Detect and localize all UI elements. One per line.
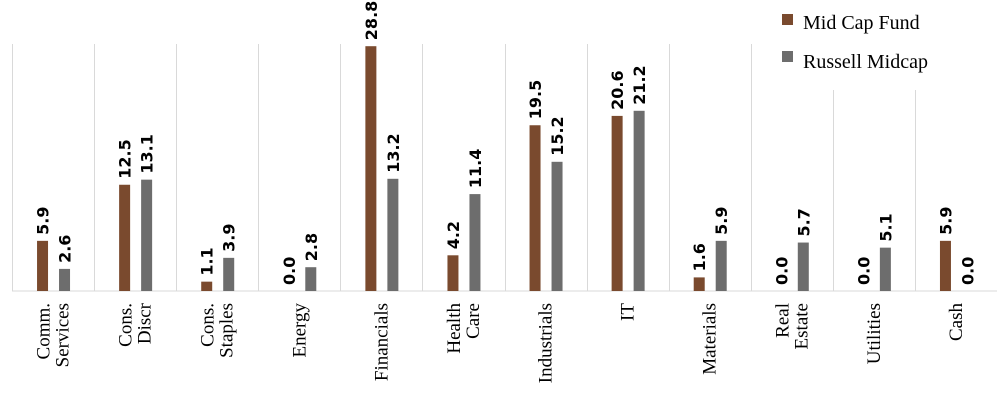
bar-mid-cap-fund-comm-services xyxy=(37,240,49,291)
bar-mid-cap-fund-cons-staples xyxy=(201,281,213,291)
x-tick-label-line: Financials xyxy=(371,303,392,381)
bar-russell-midcap-it xyxy=(633,110,645,291)
x-tick-label-line: Cons. xyxy=(116,303,137,347)
data-label-mid-cap-fund-cons-staples: 1.1 xyxy=(198,247,217,275)
data-label-mid-cap-fund-energy: 0.0 xyxy=(280,257,299,285)
bar-russell-midcap-materials xyxy=(715,240,727,291)
x-tick-label-cons-staples: Cons.Staples xyxy=(198,303,238,358)
legend-label-russell-midcap: Russell Midcap xyxy=(803,51,928,73)
bar-russell-midcap-industrials xyxy=(551,161,563,291)
x-tick-label-line: Industrials xyxy=(536,303,557,383)
data-labels-group: 5.92.612.5 13.11.13.90.02.828.813.24.211.… xyxy=(34,1,978,285)
data-label-russell-midcap-cons-staples: 3.9 xyxy=(220,224,239,252)
x-tick-label-line: Materials xyxy=(700,303,721,375)
data-label-mid-cap-fund-cons-discr: 12.5 xyxy=(116,139,135,178)
data-label-russell-midcap-energy: 2.8 xyxy=(302,233,321,261)
bar-russell-midcap-cons-staples xyxy=(223,257,235,291)
data-label-mid-cap-fund-utilities: 0.0 xyxy=(854,257,873,285)
x-tick-label-materials: Materials xyxy=(700,303,721,375)
x-tick-label-line: Cash xyxy=(946,303,967,342)
data-label-russell-midcap-materials: 5.9 xyxy=(712,207,731,235)
x-tick-label-cash: Cash xyxy=(946,303,967,342)
x-tick-label-utilities: Utilities xyxy=(864,303,885,364)
x-tick-label-line: Staples xyxy=(217,303,238,358)
x-tick-label-line: Energy xyxy=(289,303,310,358)
x-tick-label-line: Estate xyxy=(791,303,812,349)
bar-russell-midcap-health-care xyxy=(469,194,481,291)
bar-mid-cap-fund-cash xyxy=(939,240,951,291)
data-label-mid-cap-fund-cash: 5.9 xyxy=(936,207,955,235)
x-tick-label-line: Health xyxy=(444,303,465,354)
legend: Mid Cap Fund Russell Midcap xyxy=(782,12,928,73)
category-dividers xyxy=(12,44,916,291)
data-label-mid-cap-fund-financials: 28.8 xyxy=(362,1,381,40)
legend-swatch-russell-midcap xyxy=(782,51,793,62)
bar-russell-midcap-financials xyxy=(387,178,399,291)
x-tick-label-line: Services xyxy=(53,303,74,367)
x-tick-label-line: Discr xyxy=(135,302,156,344)
data-label-russell-midcap-industrials: 15.2 xyxy=(548,116,567,155)
x-tick-label-line: Cons. xyxy=(198,303,219,347)
data-label-russell-midcap-utilities: 5.1 xyxy=(876,213,895,241)
x-tick-label-it: IT xyxy=(618,303,639,321)
x-tick-label-real-estate: RealEstate xyxy=(772,303,812,349)
bar-mid-cap-fund-industrials xyxy=(529,125,541,291)
data-label-mid-cap-fund-industrials: 19.5 xyxy=(526,80,545,119)
x-tick-label-line: IT xyxy=(618,303,639,321)
bar-mid-cap-fund-health-care xyxy=(447,255,459,291)
data-label-russell-midcap-financials: 13.2 xyxy=(384,133,403,172)
data-label-russell-midcap-real-estate: 5.7 xyxy=(794,208,813,236)
bar-russell-midcap-cons-discr xyxy=(141,179,153,291)
x-tick-label-comm-services: Comm.Services xyxy=(34,303,74,367)
data-label-mid-cap-fund-it: 20.6 xyxy=(608,70,627,109)
data-label-russell-midcap-cons-discr: 13.1 xyxy=(138,134,157,173)
bar-mid-cap-fund-it xyxy=(611,115,623,292)
x-tick-label-cons-discr: Cons.Discr xyxy=(116,302,156,346)
data-label-mid-cap-fund-comm-services: 5.9 xyxy=(34,207,53,235)
data-label-russell-midcap-it: 21.2 xyxy=(630,65,649,104)
data-label-mid-cap-fund-health-care: 4.2 xyxy=(444,221,463,249)
x-tick-labels: Comm.Services Cons.Discr Cons.Staples Energ… xyxy=(34,302,967,383)
bar-mid-cap-fund-materials xyxy=(693,277,705,291)
x-tick-label-energy: Energy xyxy=(289,303,310,358)
bar-mid-cap-fund-cons-discr xyxy=(119,184,131,291)
data-label-russell-midcap-health-care: 11.4 xyxy=(466,149,485,188)
bar-russell-midcap-energy xyxy=(305,267,317,291)
data-label-russell-midcap-cash: 0.0 xyxy=(958,257,977,285)
data-label-mid-cap-fund-materials: 1.6 xyxy=(690,243,709,271)
data-label-mid-cap-fund-real-estate: 0.0 xyxy=(772,257,791,285)
legend-swatch-mid-cap-fund xyxy=(782,14,793,25)
bar-russell-midcap-real-estate xyxy=(797,242,809,291)
legend-label-mid-cap-fund: Mid Cap Fund xyxy=(803,12,920,34)
x-tick-label-industrials: Industrials xyxy=(536,303,557,383)
bar-mid-cap-fund-financials xyxy=(365,46,377,292)
bars-group xyxy=(37,46,951,292)
x-tick-label-line: Care xyxy=(463,303,484,339)
x-tick-label-financials: Financials xyxy=(371,303,392,381)
x-tick-label-line: Comm. xyxy=(34,303,55,359)
x-tick-label-line: Real xyxy=(772,303,793,338)
data-label-russell-midcap-comm-services: 2.6 xyxy=(56,235,75,263)
bar-russell-midcap-comm-services xyxy=(59,268,71,291)
x-tick-label-line: Utilities xyxy=(864,303,885,364)
x-tick-label-health-care: HealthCare xyxy=(444,303,484,354)
bar-russell-midcap-utilities xyxy=(879,247,891,291)
